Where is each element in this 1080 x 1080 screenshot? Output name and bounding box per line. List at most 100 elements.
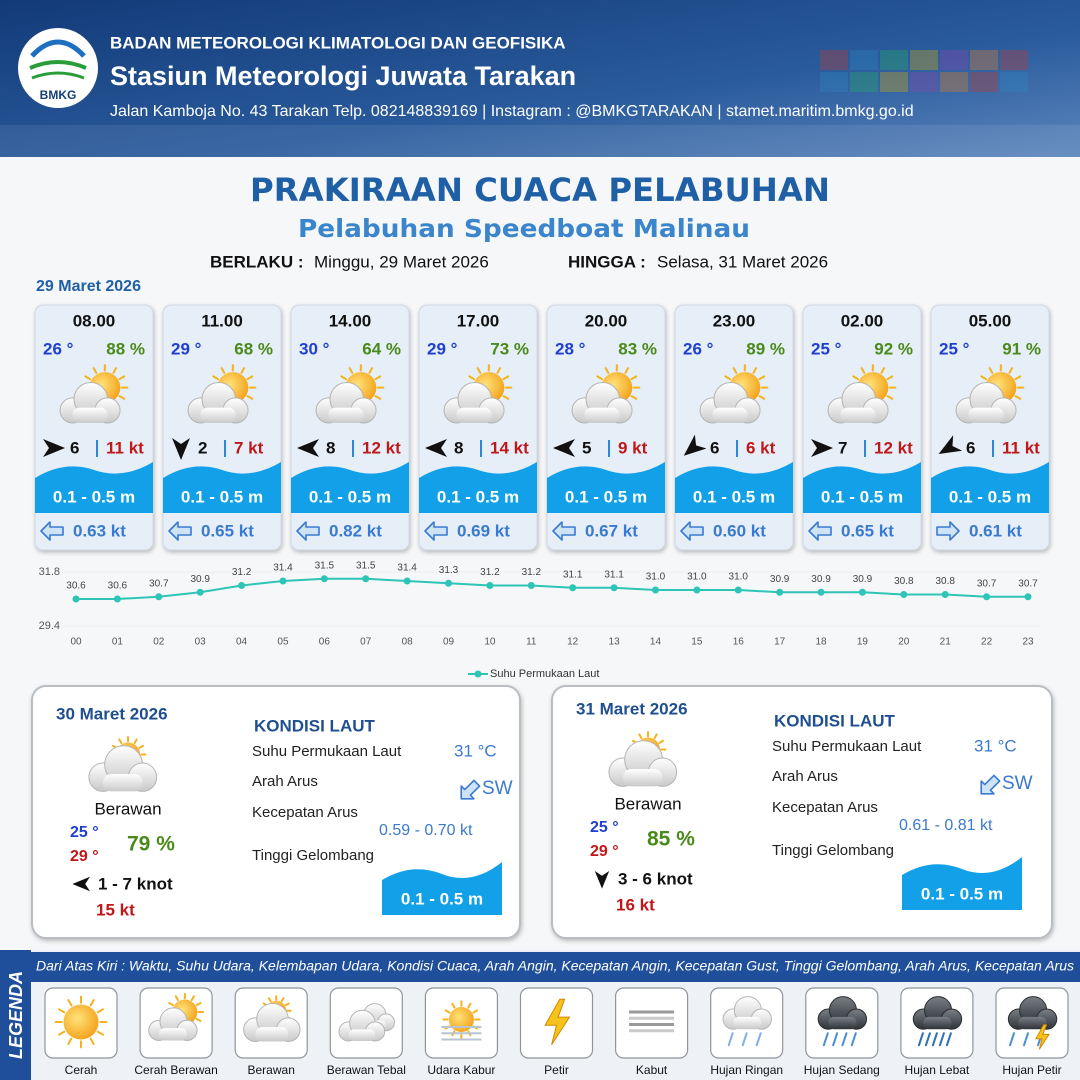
x-tick-label: 16 — [733, 637, 745, 648]
wind-direction-arrow — [938, 435, 963, 454]
legend-title: LEGENDA — [6, 971, 26, 1059]
point — [734, 586, 742, 594]
cloud-part — [158, 1028, 187, 1041]
sun-ray — [752, 367, 758, 374]
cloud-part — [828, 1016, 857, 1030]
legend-item: Hujan Lebat — [900, 987, 974, 1077]
y-tick-label: 29.4 — [39, 620, 60, 632]
legend-item: Hujan Ringan — [710, 987, 784, 1077]
x-tick-label: 00 — [70, 637, 82, 648]
cloud — [817, 996, 868, 1030]
sun-ray — [348, 367, 354, 374]
weather-icon — [608, 731, 678, 787]
wave-height: 0.1 - 0.5 m — [921, 884, 1003, 903]
data-label: 30.7 — [977, 578, 997, 589]
cloud-part — [712, 407, 748, 423]
x-tick-label: 04 — [236, 637, 248, 648]
sun-ray — [1014, 375, 1022, 381]
legend-item-label: Kabut — [636, 1063, 668, 1077]
sea-heading: KONDISI LAUT — [254, 716, 376, 735]
humidity: 92 % — [874, 339, 913, 358]
cloud-part — [733, 1016, 762, 1030]
current-direction-arrow — [808, 521, 832, 541]
point — [113, 595, 121, 603]
rain-drop — [938, 1032, 945, 1047]
point — [817, 588, 825, 596]
cloud — [443, 381, 505, 424]
wind-speed: 7 — [838, 438, 847, 457]
legend-top-strip — [31, 952, 1080, 982]
sun-ray — [886, 395, 894, 400]
weather-icon — [443, 364, 513, 424]
x-tick-label: 23 — [1022, 637, 1034, 648]
agency-name: BADAN METEOROLOGI KLIMATOLOGI DAN GEOFIS… — [110, 33, 566, 52]
legend-item-label: Berawan Tebal — [327, 1063, 406, 1077]
weather-icon — [88, 736, 158, 792]
sea-heading: KONDISI LAUT — [774, 711, 896, 730]
sun-ray — [468, 375, 476, 381]
humidity: 85 % — [647, 828, 695, 851]
cloud — [699, 381, 761, 424]
header-decoration — [850, 50, 878, 70]
point — [486, 582, 494, 589]
wind-gust: 9 kt — [618, 438, 648, 457]
sun-ray — [653, 733, 658, 740]
forecast-card: 02.00 25 ° 92 % 7 12 kt 0.1 - 0.5 m 0.65 kt — [802, 304, 922, 551]
sun-ray — [212, 375, 220, 381]
humidity: 64 % — [362, 339, 401, 358]
data-label: 30.6 — [108, 581, 128, 592]
forecast-card: 17.00 29 ° 73 % 8 14 kt 0.1 - 0.5 m 0.69 kt — [418, 304, 538, 551]
cloud — [148, 1007, 198, 1041]
header-decoration — [0, 125, 1080, 157]
sun-ray — [340, 375, 348, 381]
current-speed: 0.63 kt — [73, 521, 126, 540]
sun-ray — [133, 738, 138, 745]
temperature: 29 ° — [427, 339, 458, 358]
title: PRAKIRAAN CUACA PELABUHAN — [250, 171, 830, 209]
wind-gust: 7 kt — [234, 438, 264, 457]
cloud-part — [103, 774, 143, 792]
sea-temperature: 31 °C — [974, 736, 1017, 755]
header-background — [0, 0, 1080, 157]
rain-drop — [1009, 1032, 1015, 1047]
rain-drop — [832, 1032, 839, 1047]
sun-ray — [374, 395, 382, 400]
x-tick-label: 01 — [112, 637, 124, 648]
legend-item: Hujan Petir — [995, 987, 1069, 1077]
header-decoration — [1000, 72, 1028, 92]
wind-gust: 11 kt — [106, 438, 144, 457]
wind-gust: 16 kt — [616, 895, 655, 914]
wind-direction-arrow — [594, 871, 610, 889]
sun-ray — [84, 375, 92, 381]
weather-icon — [59, 364, 129, 424]
sun-ray — [67, 1037, 73, 1045]
temperature: 30 ° — [299, 339, 330, 358]
wind-speed: 2 — [198, 438, 207, 457]
wind-direction-arrow — [811, 439, 833, 457]
cloud — [955, 381, 1017, 424]
legend-item-label: Cerah Berawan — [134, 1063, 217, 1077]
sun-ray — [96, 1008, 104, 1014]
sun-ray — [246, 375, 254, 381]
header: BMKG BADAN METEOROLOGI KLIMATOLOGI DAN GE… — [0, 0, 1080, 157]
forecast-card: 05.00 25 ° 91 % 6 11 kt 0.1 - 0.5 m 0.61 kt — [930, 304, 1050, 551]
wave-band — [419, 462, 537, 513]
current-direction-arrow — [552, 521, 576, 541]
wind-direction-arrow — [72, 876, 90, 892]
legend-description: Dari Atas Kiri : Waktu, Suhu Udara, Kele… — [36, 959, 1074, 974]
sun-ray — [118, 738, 123, 745]
wave-height: 0.1 - 0.5 m — [693, 487, 775, 506]
sun-ray — [280, 997, 285, 1003]
weather-icon — [338, 1003, 395, 1042]
sun-ray — [1008, 367, 1014, 374]
sun-ray — [246, 395, 254, 400]
wind-gust: 14 kt — [490, 438, 529, 457]
temperature: 25 ° — [811, 339, 842, 358]
sun-ray — [886, 375, 894, 381]
y-tick-label: 31.8 — [39, 566, 60, 578]
sea-label: Tinggi Gelombang — [252, 847, 374, 864]
wind-gust: 11 kt — [1002, 438, 1040, 457]
current-direction-arrow — [424, 521, 448, 541]
logo-mark — [29, 60, 87, 70]
